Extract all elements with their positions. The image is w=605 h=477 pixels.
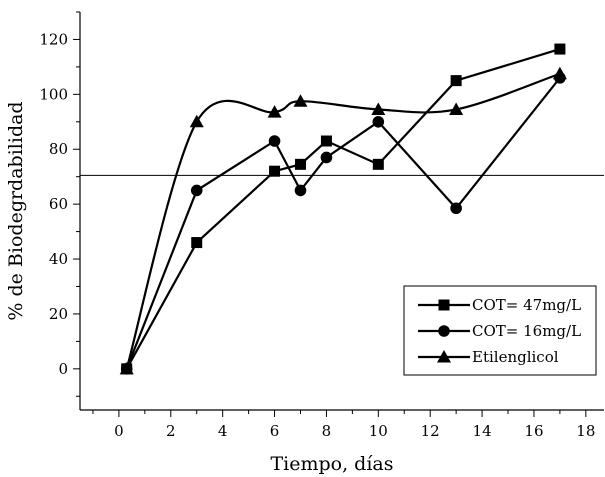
data-point	[372, 115, 385, 128]
legend-label: COT= 16mg/L	[472, 322, 581, 340]
x-tick-label: 16	[524, 422, 543, 440]
series-line	[125, 48, 561, 370]
legend-marker	[438, 299, 450, 311]
y-tick-label: 0	[58, 360, 68, 378]
x-tick-label: 18	[576, 422, 595, 440]
y-tick-label: 80	[49, 140, 68, 158]
legend-marker	[438, 325, 450, 337]
data-point	[294, 184, 307, 197]
x-tick-label: 6	[270, 422, 280, 440]
x-tick-label: 4	[218, 422, 228, 440]
series-triangle	[119, 66, 567, 375]
data-point	[450, 202, 462, 215]
data-point	[449, 102, 464, 115]
data-point	[189, 114, 204, 128]
legend-label: Etilenglicol	[472, 348, 559, 366]
data-point	[268, 135, 281, 147]
data-point	[372, 158, 384, 170]
data-point	[554, 43, 566, 55]
data-point	[293, 94, 308, 107]
axes: 0 2 4 6 8 10 12 14 16 18 0 20 40 60 80 100 120	[39, 11, 604, 440]
x-tick-label: 12	[421, 422, 440, 440]
series-line	[125, 77, 561, 370]
data-point	[320, 151, 333, 164]
data-point	[119, 361, 134, 375]
series-layer	[119, 43, 567, 375]
data-point	[294, 158, 306, 170]
x-tick-label: 14	[473, 422, 492, 440]
legend-marker	[437, 350, 451, 363]
data-point	[190, 184, 203, 197]
y-tick-label: 100	[39, 85, 68, 103]
data-point	[552, 66, 567, 80]
x-tick-label: 0	[114, 422, 124, 440]
legend: COT= 47mg/L COT= 16mg/L Etilenglicol	[403, 285, 597, 376]
y-tick-label: 60	[49, 195, 68, 213]
data-point	[267, 105, 282, 118]
y-tick-label: 40	[49, 250, 68, 268]
data-point	[450, 75, 462, 87]
x-tick-label: 8	[322, 422, 332, 440]
y-tick-label: 20	[49, 305, 68, 323]
y-axis-title: % de Biodegrdabilidad	[5, 101, 27, 320]
y-tick-label: 120	[39, 30, 68, 48]
data-point	[320, 135, 332, 147]
data-point	[269, 165, 281, 177]
data-point	[191, 237, 203, 249]
x-axis-title: Tiempo, días	[270, 453, 393, 475]
x-tick-label: 2	[166, 422, 176, 440]
x-tick-label: 10	[369, 422, 388, 440]
data-point	[371, 102, 386, 115]
legend-label: COT= 47mg/L	[472, 296, 581, 314]
